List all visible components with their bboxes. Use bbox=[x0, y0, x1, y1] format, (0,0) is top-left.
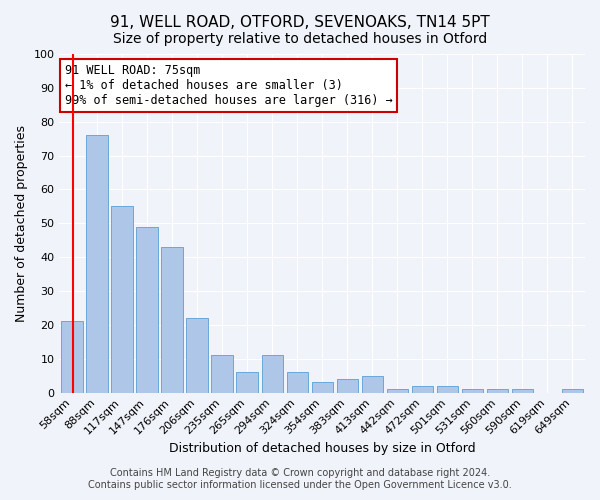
Bar bbox=[337, 379, 358, 392]
Bar bbox=[262, 356, 283, 393]
Bar bbox=[61, 322, 83, 392]
Bar bbox=[487, 389, 508, 392]
Text: Size of property relative to detached houses in Otford: Size of property relative to detached ho… bbox=[113, 32, 487, 46]
Bar bbox=[437, 386, 458, 392]
Bar bbox=[562, 389, 583, 392]
Bar bbox=[362, 376, 383, 392]
Text: Contains HM Land Registry data © Crown copyright and database right 2024.
Contai: Contains HM Land Registry data © Crown c… bbox=[88, 468, 512, 490]
Bar bbox=[462, 389, 483, 392]
Bar bbox=[211, 356, 233, 393]
X-axis label: Distribution of detached houses by size in Otford: Distribution of detached houses by size … bbox=[169, 442, 476, 455]
Bar bbox=[112, 206, 133, 392]
Bar bbox=[287, 372, 308, 392]
Text: 91, WELL ROAD, OTFORD, SEVENOAKS, TN14 5PT: 91, WELL ROAD, OTFORD, SEVENOAKS, TN14 5… bbox=[110, 15, 490, 30]
Bar bbox=[187, 318, 208, 392]
Bar bbox=[236, 372, 258, 392]
Y-axis label: Number of detached properties: Number of detached properties bbox=[15, 125, 28, 322]
Bar bbox=[136, 226, 158, 392]
Bar bbox=[412, 386, 433, 392]
Bar bbox=[86, 136, 107, 392]
Bar bbox=[386, 389, 408, 392]
Bar bbox=[512, 389, 533, 392]
Bar bbox=[311, 382, 333, 392]
Text: 91 WELL ROAD: 75sqm
← 1% of detached houses are smaller (3)
99% of semi-detached: 91 WELL ROAD: 75sqm ← 1% of detached hou… bbox=[65, 64, 392, 107]
Bar bbox=[161, 247, 182, 392]
